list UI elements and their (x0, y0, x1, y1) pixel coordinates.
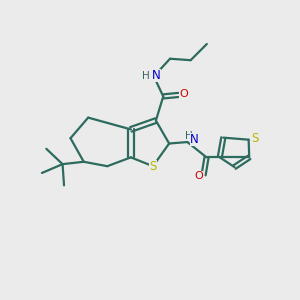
Text: H: H (185, 130, 193, 141)
Text: S: S (251, 132, 259, 145)
Text: S: S (149, 160, 157, 173)
Text: H: H (142, 71, 150, 81)
Text: N: N (190, 134, 199, 146)
Text: O: O (179, 89, 188, 99)
Text: O: O (194, 172, 203, 182)
Text: N: N (152, 69, 161, 82)
